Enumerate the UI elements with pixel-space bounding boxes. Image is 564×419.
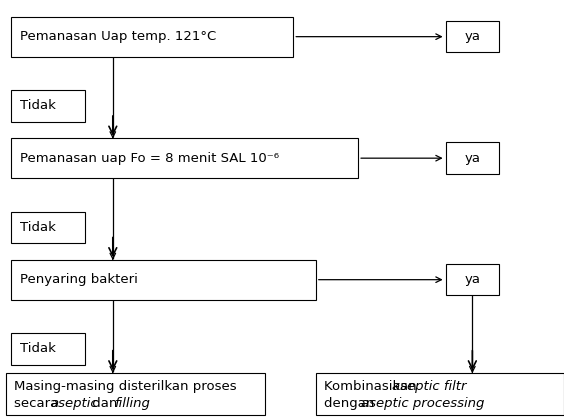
Bar [446, 142, 499, 174]
Text: Pemanasan uap Fo = 8 menit SAL 10⁻⁶: Pemanasan uap Fo = 8 menit SAL 10⁻⁶ [20, 152, 279, 165]
Bar [6, 373, 265, 415]
Text: Pemanasan Uap temp. 121°C: Pemanasan Uap temp. 121°C [20, 30, 216, 43]
Text: aseptic processing: aseptic processing [361, 396, 484, 410]
Bar [11, 138, 358, 178]
Text: dan: dan [87, 396, 121, 410]
Bar [11, 333, 85, 365]
Text: Penyaring bakteri: Penyaring bakteri [20, 273, 138, 286]
Text: Masing-masing disterilkan proses: Masing-masing disterilkan proses [14, 380, 237, 393]
Text: ya: ya [464, 152, 481, 165]
Text: Kombinasikan: Kombinasikan [324, 380, 421, 393]
Text: Tidak: Tidak [20, 342, 56, 355]
Text: ya: ya [464, 273, 481, 286]
Bar [11, 90, 85, 122]
Text: aseptic filtr: aseptic filtr [393, 380, 467, 393]
Text: dengan: dengan [324, 396, 379, 410]
Bar [446, 264, 499, 295]
Text: aseptic: aseptic [51, 396, 99, 410]
Bar [316, 373, 564, 415]
Text: secara: secara [14, 396, 63, 410]
Bar [11, 212, 85, 243]
Text: filling: filling [114, 396, 149, 410]
Text: Tidak: Tidak [20, 99, 56, 112]
Bar [11, 17, 293, 57]
Bar [11, 260, 316, 300]
Text: Tidak: Tidak [20, 221, 56, 234]
Text: ya: ya [464, 30, 481, 43]
Bar [446, 21, 499, 52]
